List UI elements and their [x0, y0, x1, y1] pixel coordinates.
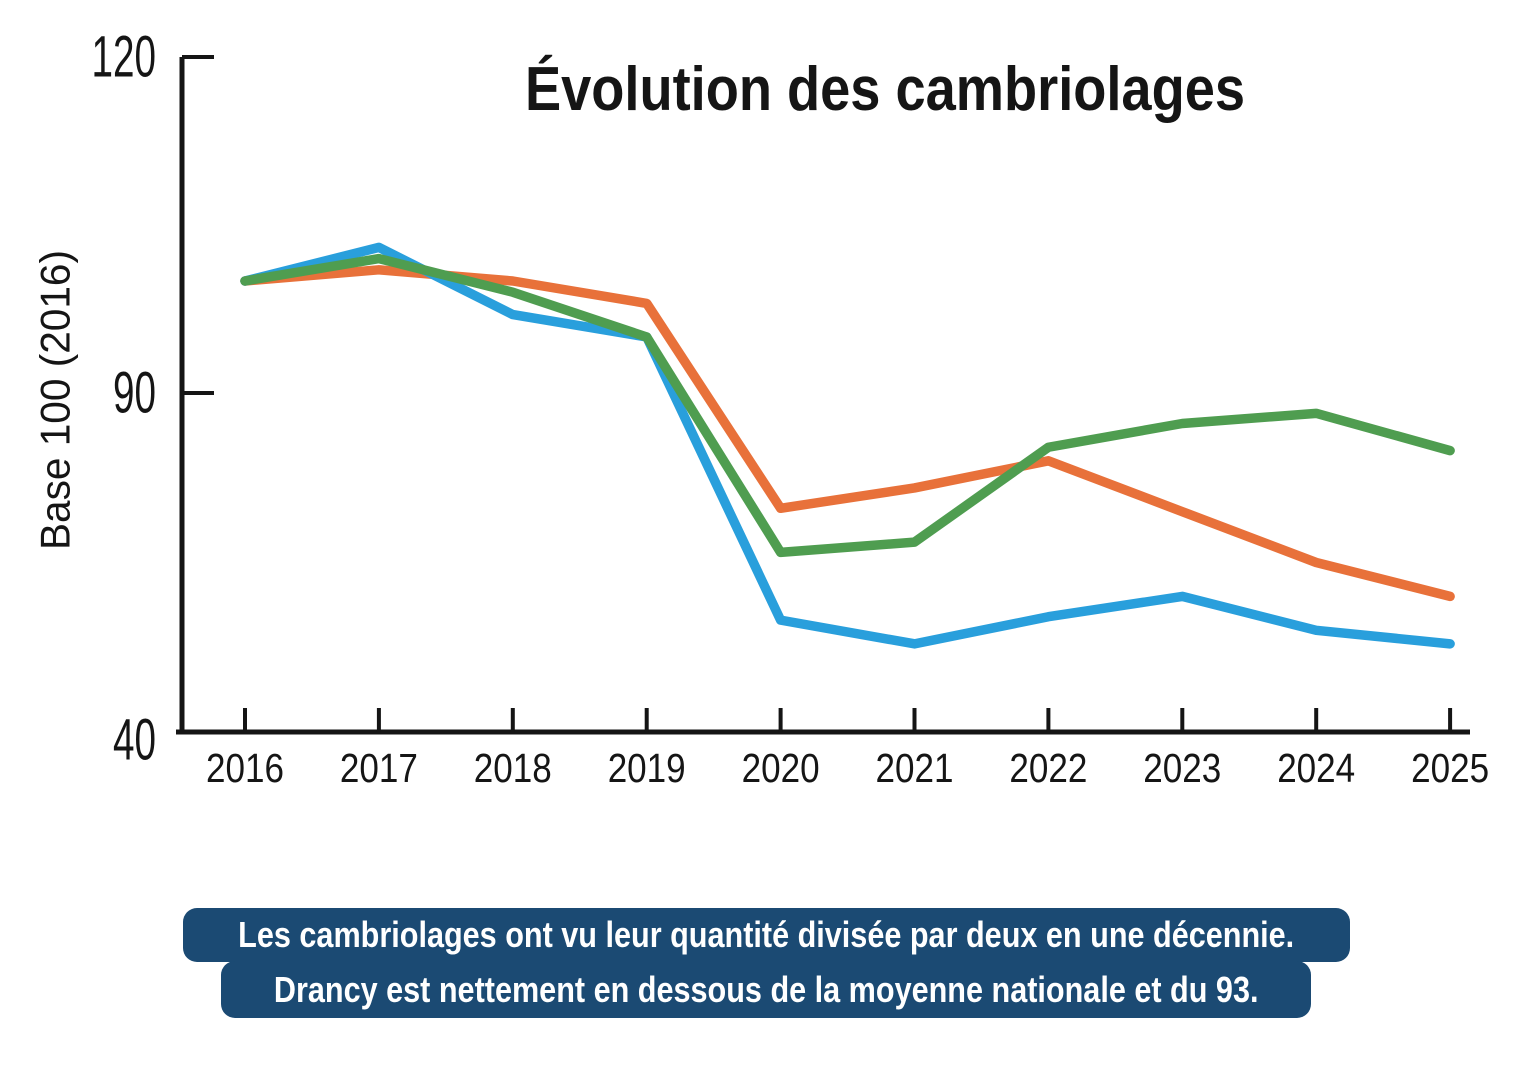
y-tick-label: 90 — [113, 361, 156, 426]
axes: 120 90 40 2016 2017 2018 2019 2020 2021 2022 2023 2… — [92, 25, 1490, 792]
y-tick-label: 120 — [92, 25, 157, 90]
x-tick-label: 2021 — [876, 745, 954, 791]
caption-box: Les cambriolages ont vu leur quantité di… — [0, 908, 1532, 1018]
x-tick-label: 2019 — [608, 745, 686, 791]
series — [240, 242, 1455, 649]
y-tick-label: 40 — [113, 708, 156, 773]
x-tick-label: 2018 — [474, 745, 552, 791]
series-line-serie-bleue — [240, 242, 1455, 649]
caption-line-1-text: Les cambriolages ont vu leur quantité di… — [238, 914, 1295, 955]
chart-title: Évolution des cambriolages — [525, 55, 1245, 124]
y-axis-label: Base 100 (2016) — [32, 250, 79, 550]
line-chart: Évolution des cambriolages Base 100 (201… — [32, 25, 1490, 792]
x-tick-label: 2024 — [1277, 745, 1355, 791]
caption-line-2-text: Drancy est nettement en dessous de la mo… — [273, 968, 1259, 1010]
caption-line-2: Drancy est nettement en dessous de la mo… — [221, 961, 1311, 1018]
x-tick-label: 2025 — [1411, 745, 1489, 791]
series-line-serie-verte — [240, 253, 1455, 558]
caption-line-1: Les cambriolages ont vu leur quantité di… — [182, 908, 1350, 962]
x-tick-label: 2016 — [206, 745, 284, 791]
x-tick-label: 2022 — [1009, 745, 1087, 791]
x-tick-label: 2017 — [340, 745, 418, 791]
x-tick-label: 2023 — [1143, 745, 1221, 791]
x-tick-label: 2020 — [742, 745, 820, 791]
